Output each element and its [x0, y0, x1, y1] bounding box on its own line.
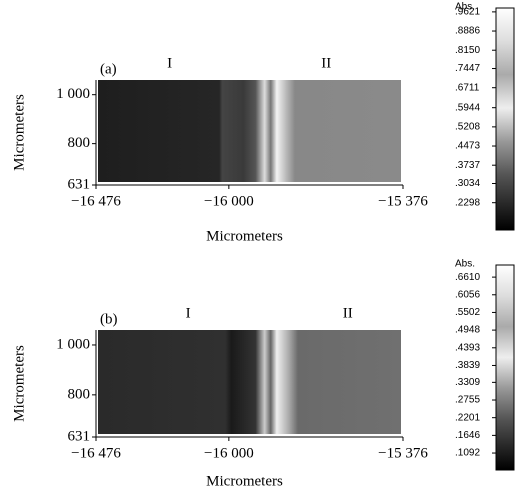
colorbar-tick-label: .9621: [455, 7, 480, 18]
x-tick-label: −15 376: [378, 445, 428, 461]
y-tick-label: 1 000: [56, 86, 90, 102]
panel-label: (b): [100, 311, 118, 327]
colorbar-tick-label: .5208: [455, 122, 480, 133]
colorbar-tick-label: .4473: [455, 141, 480, 152]
x-axis-label: Micrometers: [206, 473, 283, 489]
colorbar-tick-label: .6610: [455, 272, 480, 283]
heatmap-image: [98, 80, 401, 182]
colorbar-tick-label: .3839: [455, 360, 480, 371]
colorbar-tick-label: .5944: [455, 102, 480, 113]
colorbar-title: Abs.: [455, 259, 475, 270]
colorbar-tick-label: .1646: [455, 430, 480, 441]
colorbar-tick-label: .2298: [455, 197, 480, 208]
y-tick-label: 800: [68, 135, 91, 151]
heatmap-image: [98, 330, 401, 434]
colorbar-tick-label: .6711: [455, 82, 480, 93]
colorbar-tick-label: .8886: [455, 26, 480, 37]
colorbar-title: Abs.: [455, 2, 475, 13]
x-tick-label: −16 476: [71, 193, 121, 209]
colorbar-tick-label: .7447: [455, 63, 480, 74]
colorbar-tick-label: .5502: [455, 307, 480, 318]
y-tick-label: 631: [68, 428, 91, 444]
colorbar-tick-label: .3737: [455, 160, 480, 171]
x-tick-label: −16 000: [204, 445, 254, 461]
y-tick-label: 1 000: [56, 336, 90, 352]
colorbar-tick-label: .4393: [455, 342, 480, 353]
y-axis-label: Micrometers: [11, 94, 27, 171]
panel-label: (a): [100, 61, 117, 77]
y-axis-label: Micrometers: [11, 345, 27, 422]
x-tick-label: −16 000: [204, 193, 254, 209]
colorbar-tick-label: .3034: [455, 178, 480, 189]
region-label: I: [167, 55, 172, 71]
colorbar-tick-label: .3309: [455, 377, 480, 388]
region-label: II: [321, 55, 331, 71]
x-axis-label: Micrometers: [206, 228, 283, 244]
y-tick-label: 631: [68, 176, 91, 192]
colorbar-tick-label: .1092: [455, 448, 480, 459]
colorbar-tick-label: .2755: [455, 395, 480, 406]
region-label: I: [186, 305, 191, 321]
y-tick-label: 800: [68, 386, 91, 402]
colorbar-tick-label: .4948: [455, 325, 480, 336]
x-tick-label: −16 476: [71, 445, 121, 461]
x-tick-label: −15 376: [378, 193, 428, 209]
colorbar-tick-label: .2201: [455, 412, 480, 423]
colorbar: [495, 7, 515, 231]
colorbar: [495, 264, 515, 471]
colorbar-tick-label: .6056: [455, 289, 480, 300]
region-label: II: [343, 305, 353, 321]
colorbar-tick-label: .8150: [455, 45, 480, 56]
